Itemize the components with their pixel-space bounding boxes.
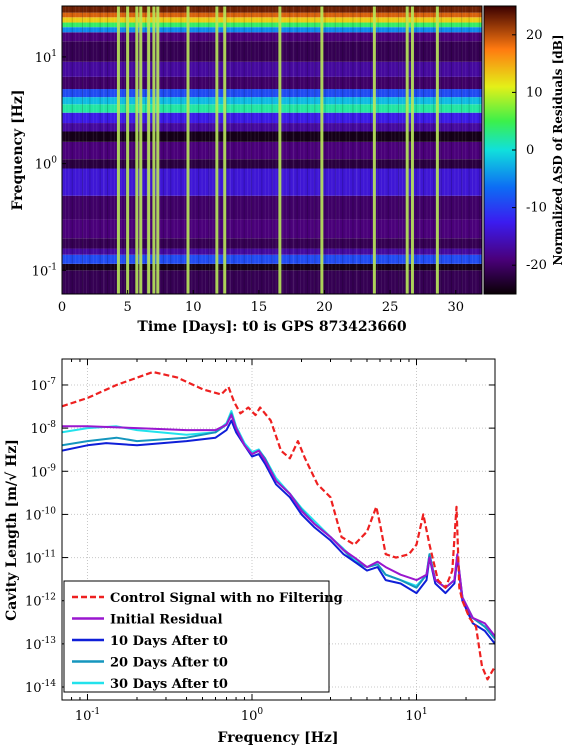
- heatmap-band: [62, 27, 482, 33]
- heatmap-time-stripe: [116, 6, 120, 294]
- spectrogram-time-stripes: [116, 6, 439, 294]
- heatmap-band: [62, 141, 482, 160]
- legend-label: Initial Residual: [110, 613, 223, 628]
- series-line-0: [62, 370, 495, 681]
- heatmap-band: [62, 238, 482, 249]
- lineplot-frame: [61, 358, 496, 701]
- lineplot-series: [62, 370, 495, 681]
- heatmap-time-stripe: [410, 6, 414, 294]
- lineplot-x-ticks: 10-1 100 101: [61, 359, 496, 724]
- heatmap-band: [62, 123, 482, 132]
- series-line-2: [62, 419, 495, 645]
- heatmap-band: [62, 22, 482, 28]
- colorbar-tick-label: -20: [526, 258, 547, 273]
- heatmap-band: [62, 112, 482, 124]
- lineplot-y-ticks: 10-14 10-13 10-12 10-11 10-10 10-9 10-8 10-7: [25, 377, 495, 696]
- spectrogram-y-axis-label: Frequency [Hz]: [10, 90, 26, 211]
- heatmap-x-tick-label: 10: [185, 300, 202, 315]
- heatmap-band: [62, 89, 482, 98]
- heatmap-time-stripe: [435, 6, 439, 294]
- heatmap-band: [62, 104, 482, 113]
- legend: Control Signal with no Filtering Initial …: [63, 580, 343, 693]
- heatmap-band: [62, 195, 482, 220]
- heatmap-x-tick-label: 5: [123, 300, 131, 315]
- spectrogram-y-ticks: 10-1 100 101: [32, 49, 66, 279]
- colorbar-label: Normalized ASD of Residuals [dB]: [551, 35, 565, 266]
- heatmap-time-stripe: [139, 6, 143, 294]
- heatmap-band: [62, 159, 482, 169]
- heatmap-band: [62, 263, 482, 271]
- lineplot-y-tick-label: 10-14: [25, 679, 56, 696]
- lineplot-x-axis-label: Frequency [Hz]: [218, 730, 339, 746]
- spectrogram-x-ticks: 0 5 10 15 20 25 30: [58, 290, 464, 315]
- heatmap-band: [62, 270, 482, 294]
- heatmap-x-tick-label: 15: [251, 300, 268, 315]
- heatmap-time-stripe: [135, 6, 139, 294]
- lineplot-y-tick-label: 10-7: [31, 377, 57, 394]
- legend-label: Control Signal with no Filtering: [110, 591, 343, 606]
- heatmap-band: [62, 254, 482, 264]
- lineplot-y-tick-label: 10-9: [31, 463, 57, 480]
- heatmap-time-stripe: [223, 6, 227, 294]
- heatmap-time-stripe: [126, 6, 130, 294]
- heatmap-band: [62, 219, 482, 239]
- lineplot-y-axis-label: Cavity Length [m/√ Hz]: [4, 439, 20, 621]
- heatmap-time-stripe: [186, 6, 190, 294]
- colorbar-tick-label: 0: [526, 143, 534, 158]
- spectrogram-bands: [62, 6, 482, 294]
- spectrogram-frame: [61, 5, 483, 295]
- heatmap-y-tick-label: 101: [35, 49, 57, 66]
- cavity-length-plot: 10-1 100 101 10-14 10-13 10-12 10-11 10-10 10-9…: [4, 358, 496, 746]
- heatmap-band: [62, 76, 482, 90]
- heatmap-time-stripe: [372, 6, 376, 294]
- heatmap-band: [62, 6, 482, 13]
- heatmap-time-stripe: [278, 6, 282, 294]
- spectrogram-x-axis-label: Time [Days]: t0 is GPS 873423660: [137, 319, 406, 335]
- lineplot-y-tick-label: 10-11: [25, 550, 56, 567]
- spectrogram-plot: 0 5 10 15 20 25 30 10-1 100 101 Time [Days]: t0 …: [10, 5, 483, 335]
- legend-label: 10 Days After t0: [110, 634, 228, 649]
- colorbar-tick-label: -10: [526, 201, 547, 216]
- heatmap-time-stripe: [215, 6, 219, 294]
- heatmap-time-stripe: [147, 6, 151, 294]
- heatmap-band: [62, 97, 482, 105]
- colorbar-tick-label: 20: [526, 28, 543, 43]
- heatmap-band: [62, 61, 482, 77]
- legend-label: 20 Days After t0: [110, 656, 228, 671]
- heatmap-band: [62, 131, 482, 142]
- lineplot-x-tick-label: 101: [405, 707, 427, 724]
- lineplot-y-tick-label: 10-13: [25, 636, 56, 653]
- heatmap-y-tick-label: 10-1: [32, 262, 57, 279]
- series-line-1: [62, 414, 495, 637]
- legend-label: 30 Days After t0: [110, 677, 228, 692]
- colorbar-tick-label: 10: [526, 85, 543, 100]
- heatmap-x-tick-label: 25: [382, 300, 399, 315]
- legend-box: [63, 580, 330, 693]
- heatmap-time-stripe: [405, 6, 409, 294]
- heatmap-band: [62, 248, 482, 255]
- colorbar: 20 10 0 -10 -20 Normalized ASD of Residuals …: [483, 5, 565, 295]
- heatmap-time-stripe: [152, 6, 156, 294]
- lineplot-y-tick-label: 10-10: [25, 506, 56, 523]
- heatmap-x-tick-label: 0: [58, 300, 66, 315]
- heatmap-time-stripe: [320, 6, 324, 294]
- lineplot-y-tick-label: 10-12: [25, 593, 56, 610]
- heatmap-band: [62, 32, 482, 42]
- heatmap-band: [62, 17, 482, 23]
- heatmap-band: [62, 41, 482, 62]
- lineplot-x-tick-label: 100: [241, 707, 264, 724]
- heatmap-band: [62, 12, 482, 18]
- lineplot-x-tick-label: 10-1: [75, 707, 100, 724]
- colorbar-gradient: [483, 5, 517, 295]
- colorbar-ticks: 20 10 0 -10 -20: [512, 28, 547, 273]
- heatmap-x-tick-label: 30: [447, 300, 464, 315]
- heatmap-time-stripe: [156, 6, 160, 294]
- heatmap-x-tick-label: 20: [316, 300, 333, 315]
- heatmap-y-tick-label: 100: [35, 156, 58, 173]
- lineplot-y-tick-label: 10-8: [31, 420, 57, 437]
